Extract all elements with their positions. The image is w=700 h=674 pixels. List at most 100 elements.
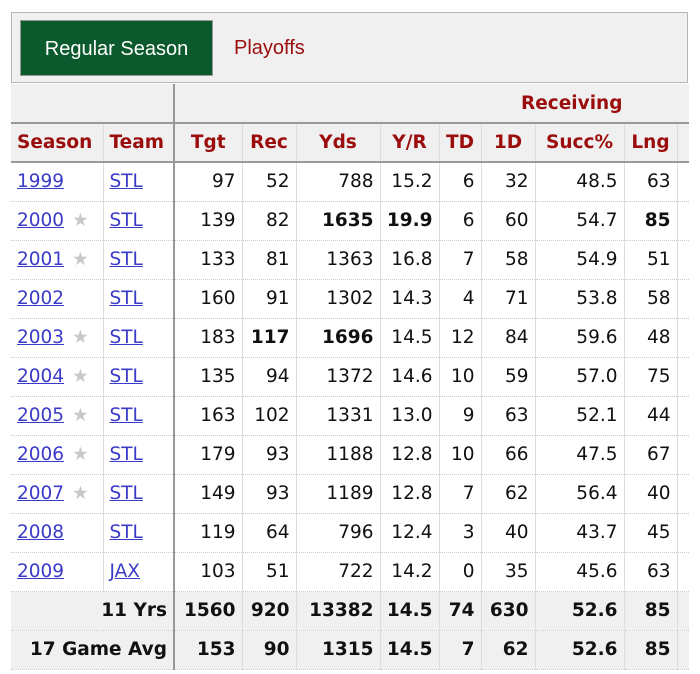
stats-table-container[interactable]: Receiving Season Team Tgt Rec Yds Y/R TD 1D Succ… [11,84,689,674]
column-header-rec[interactable]: Rec [242,122,297,163]
stat-cell-succ: 53.8 [535,279,625,319]
stat-value: 93 [265,444,290,465]
season-cell: 2008 [11,513,104,553]
season-link[interactable]: 2009 [17,561,65,582]
table-row: 2009 JAX 103 51 722 14.2 0 35 45.6 63 [11,552,689,592]
team-cell: STL [103,513,175,553]
season-link[interactable]: 2005 [17,405,65,426]
clipped-cell [677,474,689,514]
stat-cell-yds: 796 [296,513,381,553]
stat-cell-td: 7 [439,474,482,514]
stat-cell-yr: 14.5 [380,318,440,358]
team-link[interactable]: STL [109,444,143,465]
season-link[interactable]: 2001 [17,249,65,270]
blank-group-header [11,84,175,124]
stat-cell-rec: 93 [242,435,297,475]
stat-value: 1189 [326,483,374,504]
footer-row: 11 Yrs 1560 920 13382 14.5 74 630 52.6 85 [11,591,689,631]
footer-value: 90 [242,630,297,670]
column-header-yds[interactable]: Yds [296,122,381,163]
stat-value: 71 [504,288,529,309]
stat-cell-rec: 51 [242,552,297,592]
stat-value: 52.1 [576,405,618,426]
clipped-cell [677,591,689,631]
team-link[interactable]: STL [109,288,143,309]
season-link[interactable]: 2002 [17,288,65,309]
table-row: 2005 ★ STL 163 102 1331 13.0 9 63 52.1 44 [11,396,689,436]
column-header-tgt[interactable]: Tgt [174,122,243,163]
column-header-clipped [677,122,689,163]
column-header-succ[interactable]: Succ% [535,122,625,163]
footer-value: 14.5 [380,630,440,670]
team-cell: STL [103,279,175,319]
stat-cell-td: 0 [439,552,482,592]
team-link[interactable]: STL [109,210,143,231]
team-link[interactable]: STL [109,366,143,387]
column-header-season[interactable]: Season [11,122,104,163]
stat-cell-yds: 1635 [296,201,381,241]
column-header-team[interactable]: Team [103,122,175,163]
table-row: 2007 ★ STL 149 93 1189 12.8 7 62 56.4 40 [11,474,689,514]
season-link[interactable]: 2004 [17,366,65,387]
stat-cell-td: 7 [439,240,482,280]
team-link[interactable]: STL [109,483,143,504]
stat-cell-tgt: 183 [174,318,243,358]
stat-value: 6 [462,210,475,231]
stat-cell-lng: 63 [624,552,678,592]
stat-value: 48 [646,327,671,348]
stat-cell-tgt: 179 [174,435,243,475]
stat-cell-rec: 52 [242,162,297,202]
stat-cell-succ: 59.6 [535,318,625,358]
stat-cell-yds: 1696 [296,318,381,358]
stat-value: 59.6 [576,327,618,348]
stat-value: 47.5 [576,444,618,465]
stat-cell-lng: 48 [624,318,678,358]
tab-playoffs[interactable]: Playoffs [234,37,305,59]
stat-value: 59 [504,366,529,387]
stat-value: 14.5 [391,327,433,348]
stat-cell-yr: 13.0 [380,396,440,436]
stat-cell-td: 10 [439,435,482,475]
stat-value: 85 [644,210,671,231]
season-link[interactable]: 2006 [17,444,65,465]
stat-cell-yds: 722 [296,552,381,592]
season-link[interactable]: 2000 [17,210,65,231]
stat-value: 94 [265,366,290,387]
season-link[interactable]: 1999 [17,171,65,193]
column-header-yr[interactable]: Y/R [380,122,440,163]
footer-value: 62 [481,630,536,670]
team-cell: STL [103,318,175,358]
season-link[interactable]: 2007 [17,483,65,504]
stat-value: 16.8 [391,249,433,270]
team-link[interactable]: STL [109,522,143,543]
stat-cell-lng: 45 [624,513,678,553]
team-cell: STL [103,162,175,202]
column-header-1d[interactable]: 1D [481,122,536,163]
clipped-cell [677,552,689,592]
stat-value: 12.8 [391,483,433,504]
stat-value: 44 [646,405,671,426]
season-link[interactable]: 2008 [17,522,65,543]
team-link[interactable]: JAX [109,561,140,582]
stat-cell-yds: 1363 [296,240,381,280]
team-link[interactable]: STL [109,249,143,270]
season-cell: 2002 [11,279,104,319]
stat-value: 1372 [326,366,374,387]
season-link[interactable]: 2003 [17,327,65,348]
stat-value: 14.3 [391,288,433,309]
footer-value: 85 [624,630,678,670]
team-link[interactable]: STL [109,171,143,193]
team-link[interactable]: STL [109,327,143,348]
column-header-lng[interactable]: Lng [624,122,678,163]
stat-cell-succ: 57.0 [535,357,625,397]
stat-value: 63 [646,171,671,193]
column-header-td[interactable]: TD [439,122,482,163]
stat-value: 1302 [326,288,374,309]
season-cell: 2003 ★ [11,318,104,358]
stat-value: 66 [504,444,529,465]
team-link[interactable]: STL [109,405,143,426]
clipped-cell [677,630,689,670]
tab-regular-season[interactable]: Regular Season [20,20,213,76]
footer-value: 85 [624,591,678,631]
stat-value: 788 [338,171,374,193]
